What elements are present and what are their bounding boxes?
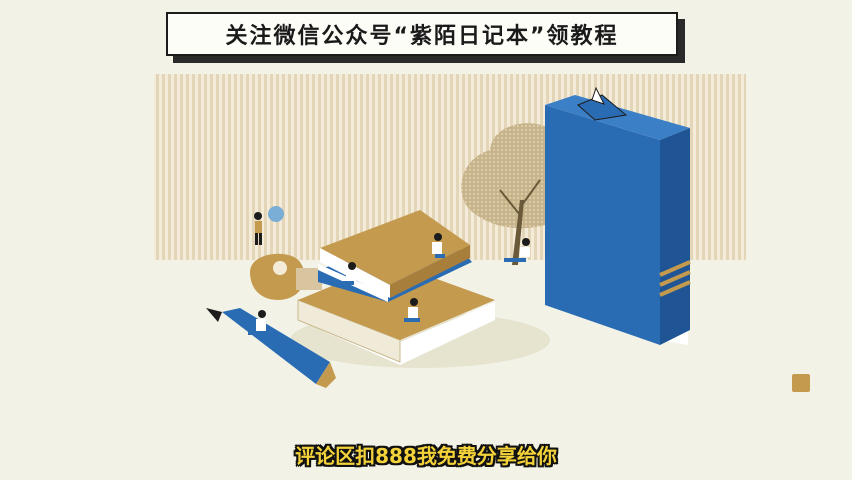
corner-badge (792, 374, 810, 392)
people-figures (248, 212, 530, 335)
lightbulb-illustration (250, 206, 322, 300)
tree-illustration (461, 123, 545, 265)
title-banner: 关注微信公众号“紫陌日记本”领教程 (166, 12, 678, 56)
tall-book-illustration (545, 86, 691, 345)
banner-title: 关注微信公众号“紫陌日记本”领教程 (225, 24, 619, 49)
subtitle-caption: 评论区扣888我免费分享给你 (295, 444, 557, 468)
pencil-illustration (206, 308, 336, 388)
